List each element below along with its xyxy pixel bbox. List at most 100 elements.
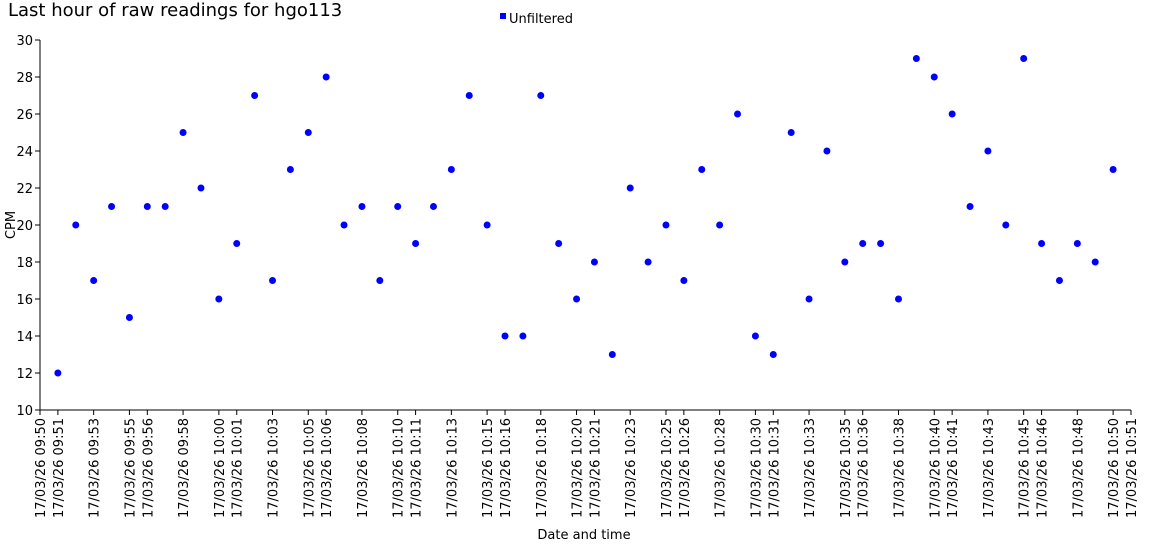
- x-tick-label: 17/03/26 10:48: [1071, 418, 1086, 518]
- data-point: [1038, 240, 1046, 247]
- x-tick-label: 17/03/26 10:28: [714, 418, 729, 518]
- data-point: [1109, 166, 1117, 173]
- data-point: [429, 203, 437, 210]
- data-point: [1055, 277, 1063, 284]
- x-tick-label: 17/03/26 10:51: [1125, 418, 1140, 518]
- x-tick-label: 17/03/26 10:36: [857, 418, 872, 518]
- data-point: [716, 221, 724, 229]
- data-point: [555, 240, 563, 247]
- x-tick-label: 17/03/26 10:23: [624, 418, 639, 518]
- data-point: [376, 277, 384, 284]
- data-point: [769, 351, 777, 358]
- y-tick-label: 18: [16, 256, 33, 271]
- data-point: [698, 166, 706, 173]
- y-tick-label: 28: [16, 71, 33, 86]
- data-point: [125, 314, 133, 321]
- data-point: [662, 221, 670, 229]
- data-point: [108, 203, 116, 210]
- data-point: [519, 332, 527, 340]
- data-point: [340, 221, 348, 229]
- data-point: [877, 240, 885, 247]
- data-point: [251, 92, 259, 99]
- data-point: [984, 147, 992, 155]
- data-point: [358, 203, 366, 210]
- data-point: [143, 203, 151, 210]
- x-tick-label: 17/03/26 10:00: [213, 418, 228, 518]
- x-tick-label: 17/03/26 10:31: [767, 418, 782, 518]
- data-point: [90, 277, 98, 284]
- x-tick-label: 17/03/26 10:10: [392, 418, 407, 518]
- data-point: [286, 166, 294, 173]
- x-axis-label: Date and time: [537, 528, 630, 543]
- x-tick-label: 17/03/26 10:13: [445, 418, 460, 518]
- x-tick-label: 17/03/26 10:30: [749, 418, 764, 518]
- data-point: [215, 295, 223, 303]
- data-point: [948, 110, 956, 118]
- x-tick-label: 17/03/26 10:18: [535, 418, 550, 518]
- legend-swatch: [500, 13, 506, 19]
- data-point: [304, 129, 312, 136]
- x-tick-label: 17/03/26 10:38: [892, 418, 907, 518]
- x-tick-label: 17/03/26 10:33: [803, 418, 818, 518]
- y-axis-label: CPM: [4, 211, 19, 239]
- data-point: [644, 258, 652, 266]
- x-tick-label: 17/03/26 10:40: [928, 418, 943, 518]
- data-point: [412, 240, 420, 247]
- x-tick-label: 17/03/26 09:50: [34, 418, 49, 518]
- x-tick-label: 17/03/26 10:35: [839, 418, 854, 518]
- x-tick-label: 17/03/26 10:06: [320, 418, 335, 518]
- data-point: [269, 277, 277, 284]
- x-tick-label: 17/03/26 09:58: [177, 418, 192, 518]
- data-point: [841, 258, 849, 266]
- data-point: [72, 221, 80, 229]
- x-tick-label: 17/03/26 09:56: [141, 418, 156, 518]
- x-tick-label: 17/03/26 10:01: [231, 418, 246, 518]
- data-point: [1073, 240, 1081, 247]
- x-tick-label: 17/03/26 10:50: [1107, 418, 1122, 518]
- y-tick-label: 16: [16, 293, 33, 308]
- data-point: [734, 110, 742, 118]
- data-point: [573, 295, 581, 303]
- data-point: [501, 332, 509, 340]
- x-tick-label: 17/03/26 10:41: [946, 418, 961, 518]
- data-point: [1002, 221, 1010, 229]
- x-tick-label: 17/03/26 09:53: [88, 418, 103, 518]
- data-point: [394, 203, 402, 210]
- y-tick-label: 30: [16, 34, 33, 49]
- x-tick-label: 17/03/26 10:11: [410, 418, 425, 518]
- x-tick-label: 17/03/26 09:55: [123, 418, 138, 518]
- data-point: [626, 184, 634, 192]
- x-tick-label: 17/03/26 10:05: [302, 418, 317, 518]
- data-point: [465, 92, 473, 99]
- data-point: [179, 129, 187, 136]
- legend-label: Unfiltered: [509, 12, 573, 27]
- data-point: [608, 351, 616, 358]
- chart-title: Last hour of raw readings for hgo113: [8, 0, 342, 21]
- x-tick-label: 17/03/26 09:51: [52, 418, 67, 518]
- data-point: [787, 129, 795, 136]
- y-tick-label: 12: [16, 367, 33, 382]
- x-tick-label: 17/03/26 10:46: [1036, 418, 1051, 518]
- data-point: [680, 277, 688, 284]
- x-tick-label: 17/03/26 10:20: [571, 418, 586, 518]
- x-tick-label: 17/03/26 10:08: [356, 418, 371, 518]
- data-point: [322, 73, 330, 81]
- x-tick-label: 17/03/26 10:26: [678, 418, 693, 518]
- data-point: [805, 295, 813, 303]
- x-tick-label: 17/03/26 10:21: [588, 418, 603, 518]
- data-point: [590, 258, 598, 266]
- data-point: [859, 240, 867, 247]
- x-tick-label: 17/03/26 10:15: [481, 418, 496, 518]
- data-point: [930, 73, 938, 81]
- x-tick-label: 17/03/26 10:16: [499, 418, 514, 518]
- x-tick-label: 17/03/26 10:03: [267, 418, 282, 518]
- data-point: [751, 332, 759, 340]
- data-point: [161, 203, 169, 210]
- data-point: [447, 166, 455, 173]
- y-tick-label: 20: [16, 219, 33, 234]
- y-tick-label: 24: [16, 145, 33, 160]
- x-tick-label: 17/03/26 10:43: [982, 418, 997, 518]
- data-point: [966, 203, 974, 210]
- y-tick-label: 26: [16, 108, 33, 123]
